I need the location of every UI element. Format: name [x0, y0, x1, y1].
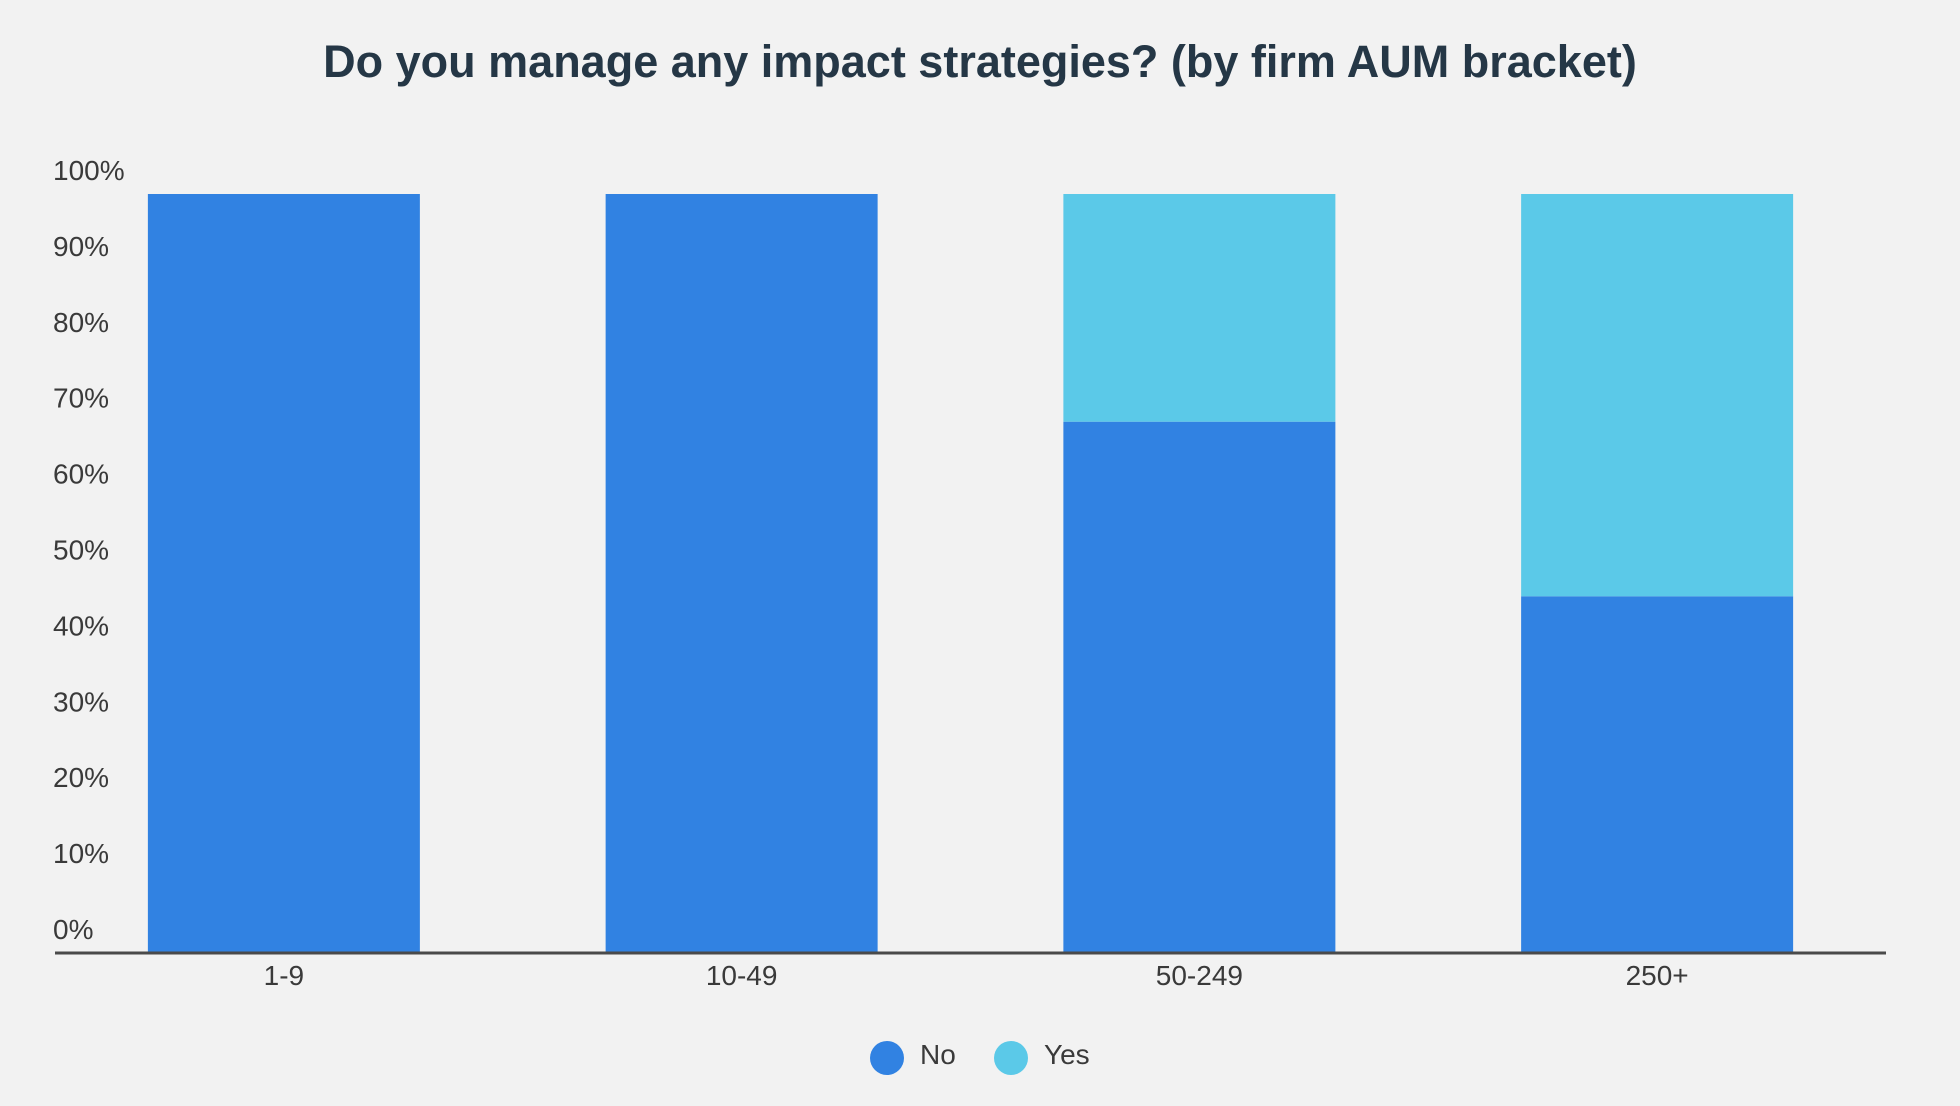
y-tick-label: 20% [53, 762, 109, 793]
bar-yes-50-249 [1063, 194, 1336, 422]
legend-label: No [920, 1039, 956, 1070]
legend-item-no[interactable]: No [870, 1039, 956, 1075]
y-tick-label: 10% [53, 838, 109, 869]
y-tick-label: 50% [53, 535, 109, 566]
x-tick-label: 10-49 [706, 960, 778, 991]
legend-swatch [994, 1041, 1028, 1075]
y-tick-label: 80% [53, 307, 109, 338]
x-tick-label: 250+ [1626, 960, 1689, 991]
bar-no-250+ [1521, 596, 1794, 953]
legend-swatch [870, 1041, 904, 1075]
y-tick-label: 90% [53, 231, 109, 262]
y-tick-label: 60% [53, 459, 109, 490]
bar-no-1-9 [147, 194, 420, 953]
chart-title: Do you manage any impact strategies? (by… [323, 36, 1637, 87]
y-tick-label: 40% [53, 610, 109, 641]
y-tick-label: 100% [53, 155, 125, 186]
bar-no-10-49 [605, 194, 878, 953]
y-tick-label: 70% [53, 383, 109, 414]
x-tick-label: 1-9 [264, 960, 304, 991]
bar-yes-250+ [1521, 194, 1794, 597]
y-tick-label: 0% [53, 914, 93, 945]
legend-label: Yes [1044, 1039, 1090, 1070]
y-tick-label: 30% [53, 686, 109, 717]
legend-item-yes[interactable]: Yes [994, 1039, 1090, 1075]
x-tick-label: 50-249 [1156, 960, 1243, 991]
bar-no-50-249 [1063, 421, 1336, 953]
